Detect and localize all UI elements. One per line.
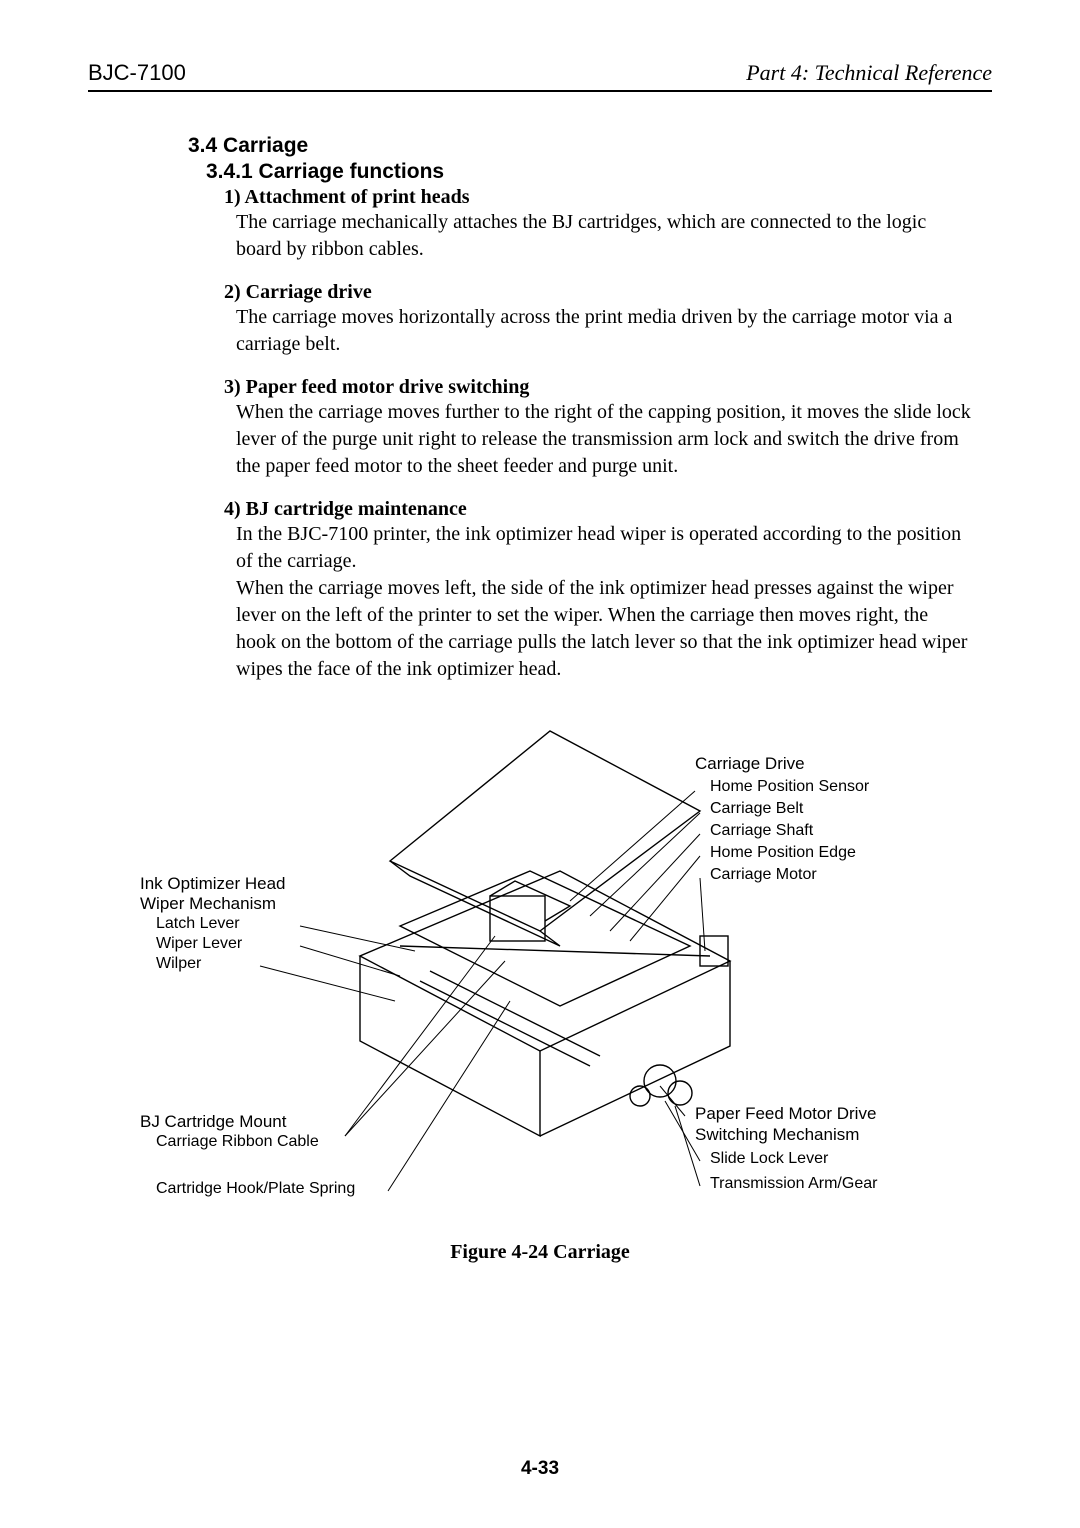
label-home-position-sensor: Home Position Sensor bbox=[710, 777, 869, 797]
figure-caption: Figure 4-24 Carriage bbox=[88, 1241, 992, 1264]
label-carriage-motor: Carriage Motor bbox=[710, 865, 817, 885]
label-carriage-belt: Carriage Belt bbox=[710, 799, 803, 819]
item-2-body: The carriage moves horizontally across t… bbox=[236, 304, 972, 358]
content: 3.4 Carriage 3.4.1 Carriage functions 1)… bbox=[88, 134, 992, 683]
section-heading-2: 3.4.1 Carriage functions bbox=[206, 160, 972, 184]
item-1-title: 1) Attachment of print heads bbox=[224, 186, 972, 209]
label-ribbon-cable: Carriage Ribbon Cable bbox=[156, 1132, 319, 1152]
header-left: BJC-7100 bbox=[88, 60, 186, 86]
label-wiper-mechanism: Wiper Mechanism bbox=[140, 893, 276, 914]
label-carriage-drive: Carriage Drive bbox=[695, 753, 805, 774]
item-3-title: 3) Paper feed motor drive switching bbox=[224, 376, 972, 399]
label-home-position-edge: Home Position Edge bbox=[710, 843, 856, 863]
label-cartridge-hook: Cartridge Hook/Plate Spring bbox=[156, 1179, 355, 1199]
label-bj-mount: BJ Cartridge Mount bbox=[140, 1111, 286, 1132]
item-1-body: The carriage mechanically attaches the B… bbox=[236, 209, 972, 263]
item-4-body: In the BJC-7100 printer, the ink optimiz… bbox=[236, 521, 972, 683]
label-carriage-shaft: Carriage Shaft bbox=[710, 821, 813, 841]
label-wiper-lever: Wiper Lever bbox=[156, 934, 242, 954]
page: BJC-7100 Part 4: Technical Reference 3.4… bbox=[0, 0, 1080, 1528]
page-number: 4-33 bbox=[0, 1458, 1080, 1480]
figure: Ink Optimizer Head Wiper Mechanism Latch… bbox=[140, 701, 940, 1221]
page-header: BJC-7100 Part 4: Technical Reference bbox=[88, 60, 992, 92]
label-latch-lever: Latch Lever bbox=[156, 914, 240, 934]
label-slide-lock-lever: Slide Lock Lever bbox=[710, 1149, 828, 1169]
header-right: Part 4: Technical Reference bbox=[746, 60, 992, 86]
item-4-title: 4) BJ cartridge maintenance bbox=[224, 498, 972, 521]
label-switching-mechanism: Switching Mechanism bbox=[695, 1124, 859, 1145]
section-heading-1: 3.4 Carriage bbox=[188, 134, 972, 158]
label-paper-feed-drive: Paper Feed Motor Drive bbox=[695, 1103, 876, 1124]
item-2-title: 2) Carriage drive bbox=[224, 281, 972, 304]
label-wilper: Wilper bbox=[156, 954, 201, 974]
label-transmission-arm: Transmission Arm/Gear bbox=[710, 1174, 877, 1194]
label-ink-optimizer: Ink Optimizer Head bbox=[140, 873, 286, 894]
item-3-body: When the carriage moves further to the r… bbox=[236, 399, 972, 480]
